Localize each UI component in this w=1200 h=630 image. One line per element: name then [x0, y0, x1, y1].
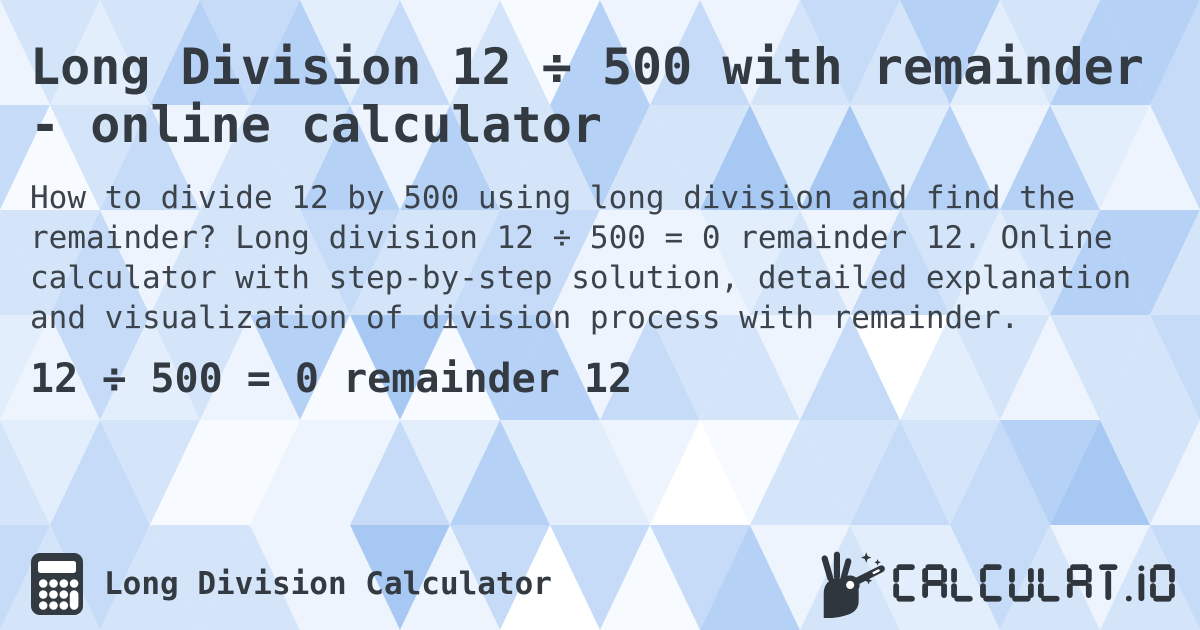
footer-app: Long Division Calculator: [30, 552, 552, 616]
footer-app-label: Long Division Calculator: [104, 566, 552, 602]
brand-logo: [819, 550, 1176, 618]
magic-wand-hand-icon: [821, 551, 886, 618]
page-description: How to divide 12 by 500 using long divis…: [30, 180, 1132, 336]
page-title: Long Division 12 ÷ 500 with remainder - …: [30, 38, 1144, 154]
calculator-icon: [31, 553, 83, 615]
footer: Long Division Calculator: [30, 550, 1176, 618]
division-result: 12 ÷ 500 = 0 remainder 12: [30, 356, 633, 402]
brand-logotype: [893, 564, 1176, 602]
